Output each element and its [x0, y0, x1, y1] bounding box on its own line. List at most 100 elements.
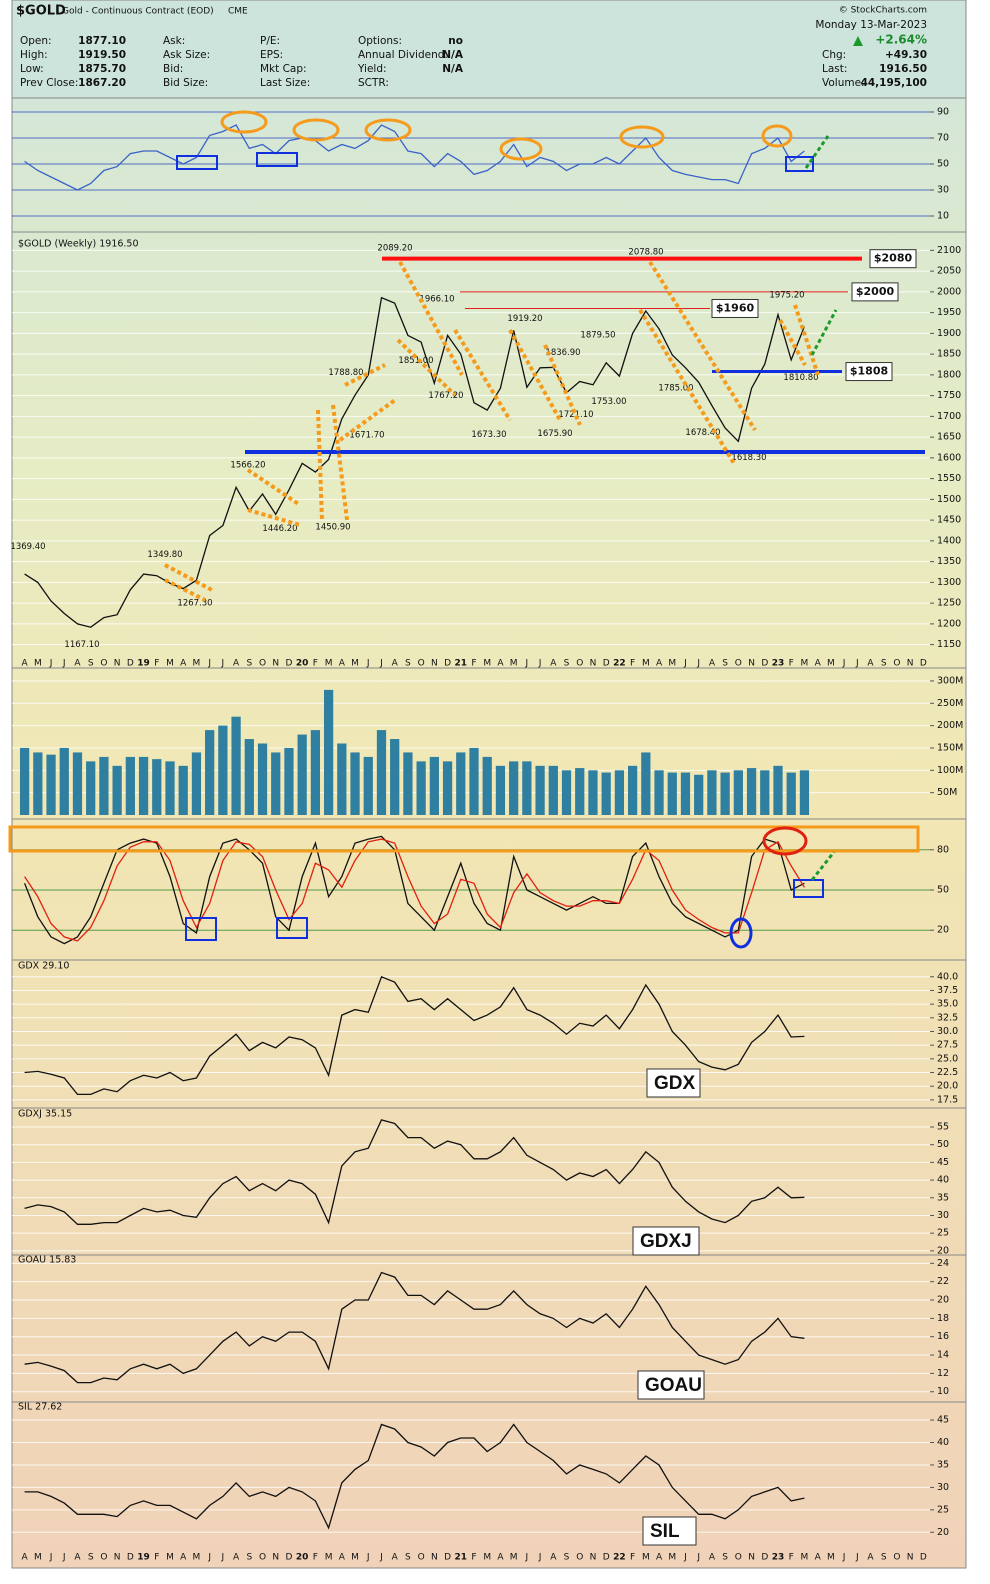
- green-arrow: [810, 851, 836, 881]
- x-tick-label: F: [471, 1553, 476, 1563]
- volume-bar: [522, 761, 532, 815]
- y-tick-label: 1800: [937, 369, 961, 380]
- y-tick-label: 24: [937, 1258, 949, 1269]
- x-tick-label: A: [392, 659, 399, 669]
- y-tick-label: 1400: [937, 535, 961, 546]
- trendline: [331, 404, 349, 521]
- x-tick-label: J: [62, 659, 66, 669]
- x-tick-label: 21: [455, 1553, 468, 1563]
- badge-text: SIL: [650, 1521, 680, 1542]
- green-arrow: [810, 309, 838, 356]
- volume-bar: [760, 770, 770, 815]
- badge-box: [637, 1370, 705, 1400]
- volume-bar: [165, 761, 175, 815]
- level-label: $1808: [850, 365, 888, 378]
- volume-bar: [125, 756, 135, 815]
- x-tick-label: N: [114, 659, 121, 669]
- rsi-circle: [292, 118, 340, 142]
- x-tick-label: S: [722, 659, 728, 669]
- x-tick-label: J: [49, 1553, 53, 1563]
- x-tick-label: F: [630, 1553, 635, 1563]
- y-tick-label: 1650: [937, 432, 961, 443]
- y-tick-label: 1550: [937, 473, 961, 484]
- panel-title: GDX 29.10: [18, 961, 69, 972]
- volume-bar: [218, 725, 228, 815]
- volume-bar: [205, 730, 215, 815]
- x-tick-label: J: [538, 659, 542, 669]
- y-tick-label: 14: [937, 1350, 949, 1361]
- field-label: Bid:: [163, 63, 183, 75]
- series-line: [24, 296, 806, 628]
- x-tick-label: O: [576, 659, 583, 669]
- x-tick-label: J: [62, 1553, 66, 1563]
- badge-text: GOAU: [645, 1375, 702, 1396]
- x-tick-label: D: [761, 659, 768, 669]
- x-tick-label: O: [893, 1553, 900, 1563]
- up-arrow: [853, 36, 863, 46]
- field-value: 1875.70: [78, 63, 126, 75]
- trendline: [316, 409, 324, 521]
- volume-bar: [733, 770, 743, 815]
- y-tick-label: 17.5: [937, 1094, 958, 1105]
- y-tick-label: 1450: [937, 515, 961, 526]
- x-tick-label: D: [920, 659, 927, 669]
- x-tick-label: A: [74, 1553, 81, 1563]
- series-line: [24, 124, 805, 191]
- x-tick-label: F: [789, 659, 794, 669]
- x-tick-label: J: [379, 1553, 383, 1563]
- field-label: Bid Size:: [163, 77, 208, 89]
- x-tick-label: O: [735, 659, 742, 669]
- x-tick-label: F: [630, 659, 635, 669]
- volume-bar: [707, 770, 717, 815]
- x-tick-label: N: [114, 1553, 121, 1563]
- x-tick-label: N: [590, 659, 597, 669]
- x-tick-label: D: [127, 1553, 134, 1563]
- volume-bar: [297, 734, 307, 815]
- y-tick-label: 55: [937, 1121, 949, 1132]
- x-tick-label: F: [789, 1553, 794, 1563]
- badge-box: [646, 1068, 701, 1098]
- price-annotation: 1349.80: [147, 550, 182, 560]
- volume-bar: [495, 765, 506, 815]
- x-tick-label: J: [683, 1553, 687, 1563]
- volume-bar: [403, 752, 413, 815]
- x-tick-label: S: [88, 1553, 94, 1563]
- field-label: Prev Close:: [20, 77, 78, 89]
- y-tick-label: 45: [937, 1157, 949, 1168]
- header: $GOLD Gold - Continuous Contract (EOD) C…: [16, 4, 927, 90]
- x-tick-label: M: [193, 1553, 201, 1563]
- trendline: [793, 304, 820, 376]
- volume-bar: [614, 770, 625, 815]
- x-tick-label: J: [855, 1553, 859, 1563]
- x-tick-label: M: [668, 1553, 676, 1563]
- y-tick-label: 20: [937, 1527, 949, 1538]
- x-tick-label: A: [22, 1553, 29, 1563]
- y-tick-label: 1200: [937, 618, 961, 629]
- trendlines: [164, 260, 820, 602]
- field-label: Ask:: [163, 35, 185, 47]
- overbought-box: [8, 825, 920, 853]
- panels: 1030507090115012001250130013501400145015…: [10, 107, 966, 1563]
- x-tick-label: J: [842, 1553, 846, 1563]
- price-annotation: 1673.30: [471, 430, 506, 440]
- x-tick-label: 23: [772, 659, 785, 669]
- y-tick-label: 25: [937, 1228, 949, 1239]
- volume-bar: [86, 761, 96, 815]
- copyright: © StockCharts.com: [839, 6, 927, 16]
- volume-bar: [429, 756, 439, 815]
- y-tick-label: 12: [937, 1368, 949, 1379]
- x-tick-label: N: [748, 659, 755, 669]
- y-tick-label: 30: [937, 185, 949, 196]
- y-tick-label: 70: [937, 133, 949, 144]
- x-tick-label: S: [405, 659, 411, 669]
- x-tick-label: F: [313, 1553, 318, 1563]
- x-tick-label: A: [233, 659, 240, 669]
- volume-bar: [257, 743, 268, 815]
- x-tick-label: M: [483, 1553, 491, 1563]
- volume-bar: [588, 770, 598, 815]
- x-tick-label: A: [815, 659, 822, 669]
- x-tick-label: J: [207, 1553, 211, 1563]
- field-label: Chg:: [822, 49, 846, 61]
- exchange: CME: [228, 7, 248, 17]
- field-label: Options:: [358, 35, 402, 47]
